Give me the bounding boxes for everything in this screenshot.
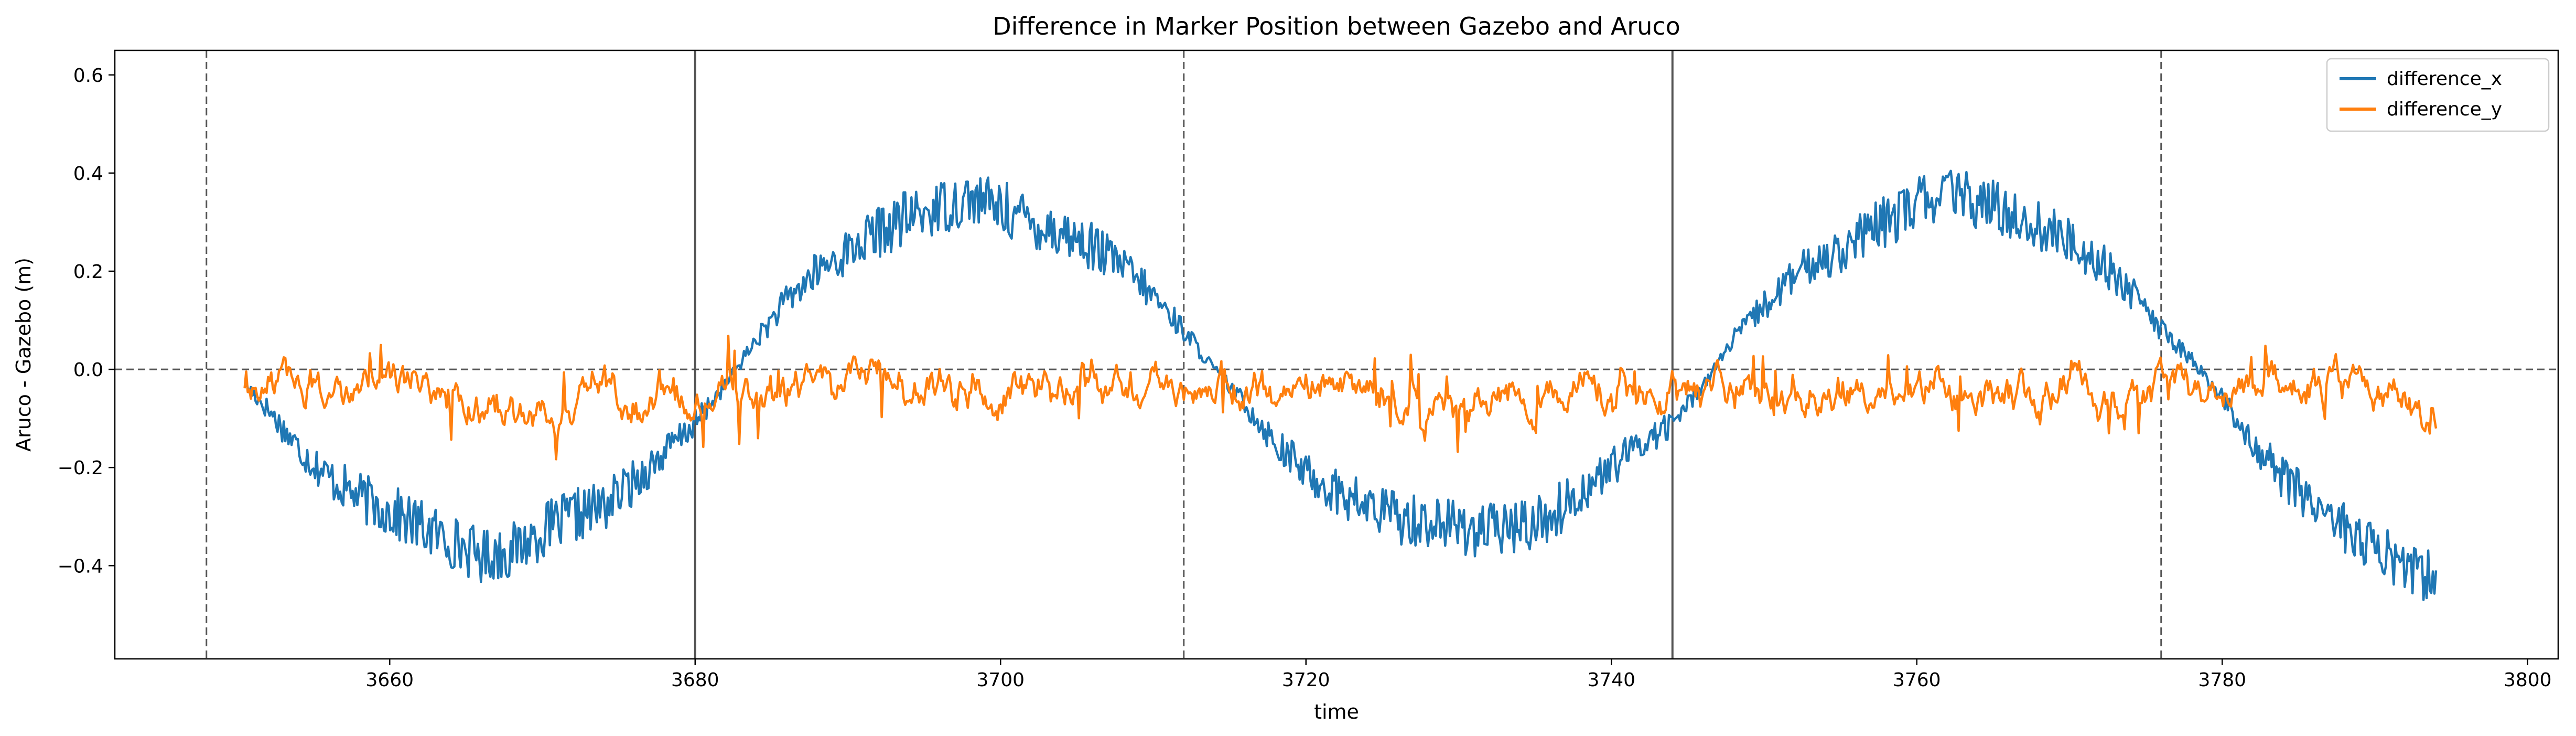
x-axis: 3660 3680 3700 3720 3740 3760 3780 3800 [365,659,2552,691]
x-tick-label: 3780 [2198,669,2246,691]
axes-frame [114,49,2559,660]
legend-frame [2326,58,2550,132]
legend-label-difference-y: difference_y [2387,99,2502,120]
y-tick-label: 0.6 [73,65,103,87]
y-tick-label: 0.2 [73,261,103,283]
x-axis-label: time [1314,700,1359,723]
series-line-difference-y [243,335,2438,461]
y-tick-label: −0.4 [58,556,103,577]
plot-area [114,49,2559,660]
x-tick-label: 3740 [1587,669,1635,691]
legend: difference_x difference_y [2326,58,2550,132]
reference-lines [115,50,2558,659]
x-tick-label: 3760 [1893,669,1941,691]
y-tick-label: 0.4 [73,163,103,185]
x-tick-label: 3800 [2504,669,2552,691]
chart-title: Difference in Marker Position between Ga… [993,12,1680,40]
x-tick-label: 3660 [365,669,414,691]
y-axis-label: Aruco - Gazebo (m) [12,258,35,452]
x-tick-label: 3700 [976,669,1025,691]
x-tick-label: 3720 [1282,669,1330,691]
y-tick-label: −0.2 [58,457,103,479]
y-tick-label: 0.0 [73,359,103,381]
y-axis: −0.4 −0.2 0.0 0.2 0.4 0.6 [58,65,115,577]
series-line-difference-x [243,169,2438,601]
x-tick-label: 3680 [671,669,719,691]
legend-label-difference-x: difference_x [2387,68,2502,90]
series-layer [243,169,2438,601]
